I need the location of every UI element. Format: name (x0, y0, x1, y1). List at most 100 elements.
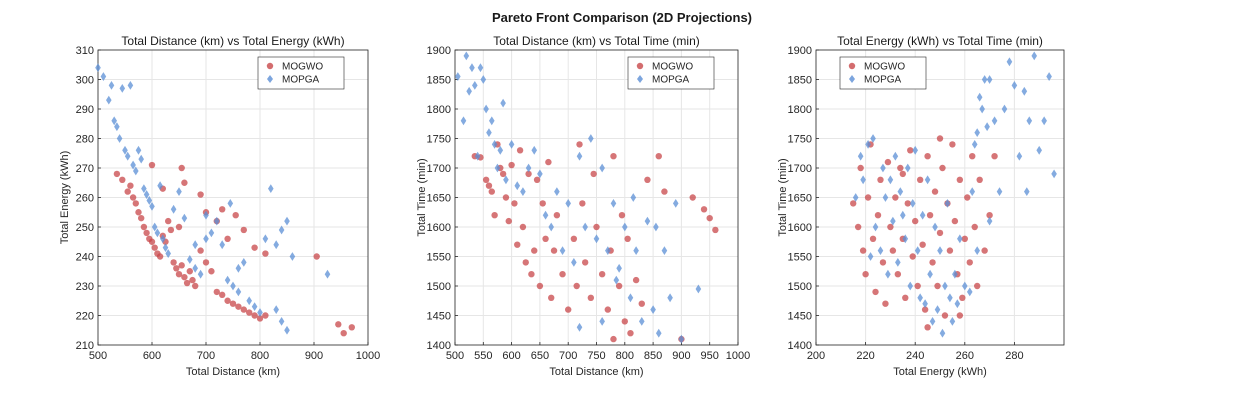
data-point (167, 226, 175, 234)
data-point (183, 279, 191, 287)
data-point (143, 190, 150, 199)
data-point (499, 170, 507, 178)
data-point (262, 234, 269, 244)
data-point (661, 246, 668, 255)
data-point (262, 312, 269, 319)
data-point (991, 153, 998, 160)
data-point (132, 200, 139, 207)
data-point (178, 262, 185, 269)
data-point (633, 246, 639, 255)
y-tick-label: 1450 (427, 311, 451, 323)
data-point (860, 175, 866, 185)
data-point (610, 199, 617, 208)
legend-label: MOPGA (282, 75, 320, 86)
data-point (516, 147, 524, 154)
data-point (508, 140, 515, 149)
data-point (964, 194, 971, 201)
data-point (941, 312, 949, 319)
data-point (902, 294, 909, 301)
data-point (854, 223, 862, 231)
data-point (622, 222, 628, 232)
legend-marker (637, 75, 643, 83)
data-point (902, 234, 909, 244)
x-tick-label: 950 (701, 350, 719, 362)
legend-label: MOGWO (282, 62, 323, 73)
data-point (942, 281, 948, 291)
data-point (593, 234, 600, 244)
data-point (949, 141, 956, 148)
data-point (273, 305, 279, 314)
data-point (162, 243, 169, 253)
data-point (278, 317, 285, 326)
data-point (494, 163, 501, 173)
data-point (235, 287, 242, 297)
data-point (887, 175, 894, 185)
data-point (655, 153, 662, 160)
data-point (931, 188, 939, 195)
data-point (689, 194, 696, 201)
data-point (904, 163, 911, 173)
data-point (491, 212, 498, 219)
data-point (189, 276, 196, 284)
y-tick-label: 270 (76, 163, 94, 175)
data-point (251, 302, 258, 312)
data-point (986, 75, 993, 84)
data-point (618, 212, 626, 219)
data-point (850, 200, 857, 207)
data-point (173, 265, 180, 272)
data-point (581, 259, 589, 266)
y-tick-label: 1700 (427, 163, 451, 175)
data-point (511, 200, 518, 207)
data-point (148, 161, 156, 169)
data-point (1011, 81, 1018, 90)
data-point (514, 181, 521, 191)
data-point (477, 63, 484, 73)
legend: MOGWO MOPGA (257, 56, 345, 90)
data-point (114, 122, 120, 132)
data-point (706, 214, 713, 222)
x-tick-label: 850 (644, 350, 662, 362)
data-point (966, 287, 973, 297)
data-point (880, 163, 886, 173)
data-point (230, 281, 236, 291)
data-point (981, 75, 988, 84)
data-point (488, 116, 495, 126)
data-point (157, 181, 163, 191)
data-point (986, 216, 993, 226)
y-tick-label: 1750 (427, 134, 451, 146)
data-point (289, 252, 296, 261)
data-point (460, 116, 467, 126)
data-point (890, 216, 896, 226)
data-point (924, 153, 931, 160)
legend-marker (848, 62, 856, 70)
data-point (130, 160, 136, 170)
plot-distance-energy: 500 600 700 800 900 1000 210 220 230 240 250 260 270… (59, 34, 380, 378)
y-tick-label: 1900 (427, 45, 451, 57)
data-point (178, 164, 185, 172)
data-point (587, 294, 595, 301)
data-point (904, 200, 911, 207)
data-point (1046, 72, 1052, 81)
data-point (922, 299, 928, 309)
data-point (897, 187, 904, 196)
data-point (576, 141, 583, 148)
data-point (700, 206, 708, 213)
data-point (909, 253, 916, 260)
data-point (605, 246, 611, 255)
x-tick-label: 550 (474, 350, 492, 362)
data-point (135, 209, 142, 216)
data-point (181, 179, 188, 186)
data-point (936, 135, 944, 142)
data-point (956, 176, 964, 183)
data-point (181, 213, 188, 223)
data-point (143, 229, 150, 237)
data-point (926, 212, 934, 219)
data-point (630, 193, 637, 202)
y-tick-label: 1800 (788, 104, 812, 116)
data-point (482, 176, 490, 183)
data-point (976, 92, 983, 102)
data-point (335, 321, 342, 328)
series-mopga (455, 51, 702, 344)
data-point (553, 212, 561, 219)
data-point (466, 86, 472, 96)
